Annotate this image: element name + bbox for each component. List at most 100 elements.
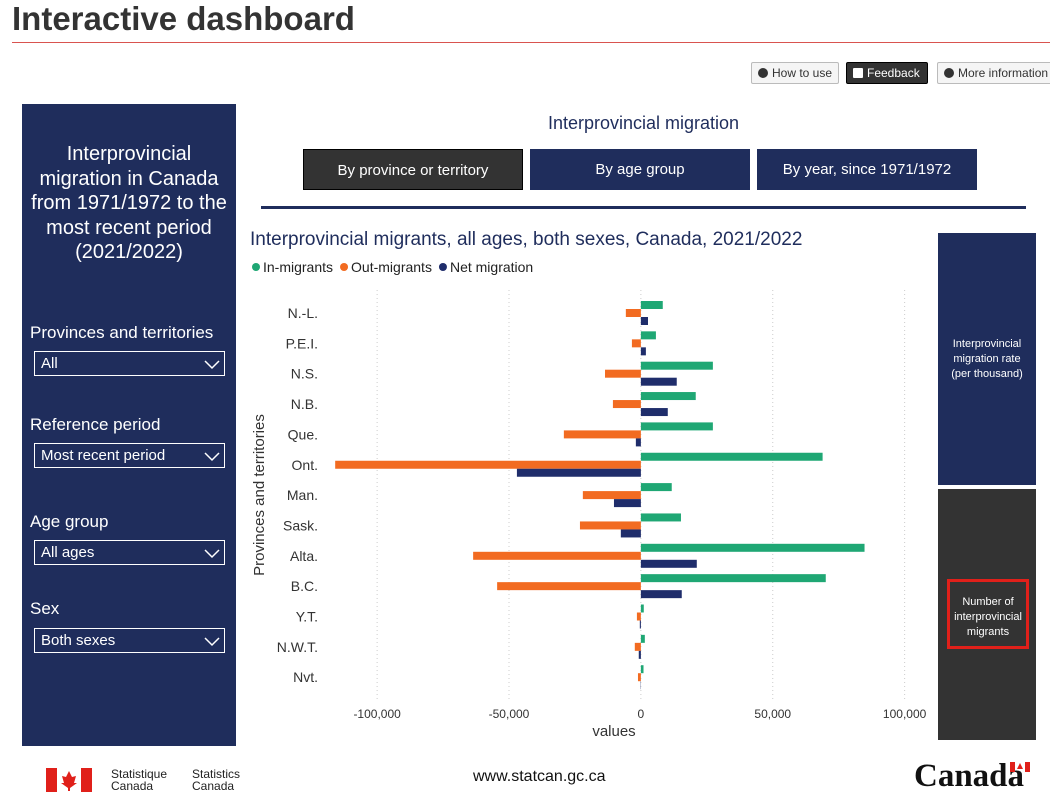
y-tick-label: Ont. [292, 457, 318, 473]
y-axis-label: Provinces and territories [251, 414, 268, 576]
view-title: Interprovincial migration [547, 113, 740, 133]
bar [634, 642, 641, 651]
bar [640, 543, 865, 552]
x-tick-label: 50,000 [754, 707, 791, 721]
legend-label: In-migrants [263, 259, 333, 275]
button-label: More information [958, 66, 1049, 80]
bar [638, 650, 641, 659]
legend-label: Net migration [450, 259, 533, 275]
tab[interactable]: By age group [530, 149, 750, 190]
filter-label: Age group [30, 512, 109, 531]
bar [640, 361, 713, 370]
bar [563, 430, 641, 439]
bar [640, 422, 713, 431]
legend-swatch [252, 263, 260, 271]
bar [640, 665, 644, 674]
flag-logo [46, 768, 92, 792]
bar [612, 400, 641, 409]
y-tick-label: P.E.I. [286, 335, 318, 351]
bar [640, 574, 826, 583]
dropdown-value: All ages [41, 544, 95, 561]
x-axis-label: values [592, 723, 635, 740]
chevron [204, 549, 220, 559]
y-tick-label: B.C. [291, 578, 318, 594]
chevron [204, 452, 220, 462]
dropdown-value: Both sexes [41, 632, 116, 649]
wordmark: Canada [914, 758, 1025, 794]
y-tick-label: N.B. [291, 396, 318, 412]
filter-label: Provinces and territories [30, 323, 214, 342]
feedback-button[interactable]: Feedback [846, 62, 928, 84]
x-tick-label: -100,000 [353, 707, 401, 721]
bar [625, 309, 641, 317]
measure-label: Interprovincial migration rate (per thou… [951, 338, 1023, 380]
agency-fr: Statistique Canada [111, 767, 168, 793]
y-tick-label: Nvt. [293, 669, 318, 685]
dropdown[interactable]: Most recent period [34, 443, 225, 468]
bar [613, 499, 641, 508]
wordmark-flag [1010, 762, 1030, 772]
bar [582, 491, 641, 500]
filter-label: Reference period [30, 415, 161, 434]
legend-label: Out-migrants [351, 259, 432, 275]
bar [579, 521, 641, 530]
tab[interactable]: By year, since 1971/1972 [757, 149, 977, 190]
measure-label: Number of interprovincial migrants [947, 579, 1029, 649]
bar [640, 408, 668, 417]
bar [639, 620, 641, 629]
measure-option[interactable]: Number of interprovincial migrants [938, 489, 1036, 740]
bar [637, 673, 641, 682]
sidebar-title: Interprovincial migration in Canada from… [31, 143, 227, 263]
filter-label: Sex [30, 599, 60, 618]
x-tick-label: -50,000 [489, 707, 530, 721]
chevron [204, 360, 220, 370]
bar [636, 612, 641, 621]
tab[interactable]: By province or territory [303, 149, 523, 190]
bar [640, 483, 672, 492]
bar [640, 317, 648, 325]
bar [640, 301, 663, 309]
y-tick-label: Man. [287, 487, 318, 503]
bar [640, 377, 677, 386]
bar [635, 438, 641, 447]
y-tick-label: N.S. [291, 366, 318, 382]
bar [620, 529, 641, 538]
y-tick-label: Sask. [283, 517, 318, 533]
y-tick-label: N.-L. [288, 305, 318, 321]
bar [473, 551, 641, 560]
legend-swatch [438, 263, 447, 271]
page-title: Interactive dashboard [12, 0, 355, 37]
footer-url: www.statcan.gc.ca [473, 768, 606, 785]
bar [640, 559, 697, 568]
bar [640, 347, 646, 356]
bar [605, 369, 641, 378]
x-tick-label: 0 [638, 707, 645, 721]
bar [631, 339, 641, 348]
bar [640, 513, 681, 522]
bar [516, 468, 641, 477]
chart-title: Interprovincial migrants, all ages, both… [250, 229, 802, 250]
dropdown[interactable]: All [34, 351, 225, 376]
bar [640, 604, 644, 613]
bar [640, 331, 656, 340]
bar [335, 460, 641, 469]
button-label: Feedback [867, 66, 920, 80]
info-button[interactable]: More information [937, 62, 1050, 84]
y-tick-label: Alta. [290, 548, 318, 564]
button-label: How to use [772, 66, 833, 80]
bar [497, 582, 641, 591]
x-tick-label: 100,000 [883, 707, 927, 721]
chevron [204, 637, 220, 647]
help-button[interactable]: How to use [751, 62, 839, 84]
sidebar: Interprovincial migration in Canada from… [22, 104, 236, 746]
dropdown[interactable]: Both sexes [34, 628, 225, 653]
dropdown-value: Most recent period [41, 447, 166, 464]
measure-option[interactable]: Interprovincial migration rate (per thou… [938, 233, 1036, 485]
y-tick-label: N.W.T. [277, 639, 318, 655]
bar [640, 392, 696, 401]
y-tick-label: Y.T. [296, 609, 318, 625]
bar [640, 590, 682, 599]
dropdown[interactable]: All ages [34, 540, 225, 565]
